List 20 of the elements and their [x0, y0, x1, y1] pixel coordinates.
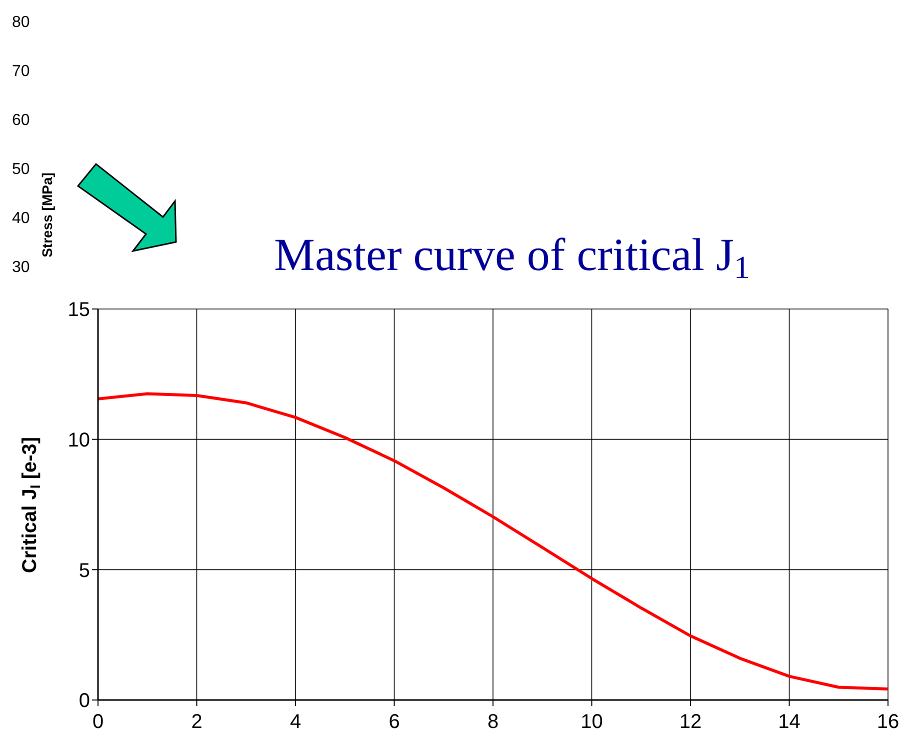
x-tick-label: 14 [778, 711, 800, 734]
x-tick-label: 16 [876, 711, 900, 734]
text: 80 [12, 14, 30, 30]
y-tick-label: 10 [68, 429, 90, 452]
text: 30 [12, 258, 30, 276]
text: 60 [12, 112, 30, 128]
x-tick-label: 2 [191, 711, 202, 734]
x-tick-label: 10 [580, 711, 603, 734]
text: 40 [12, 210, 30, 226]
y-tick-label: 5 [78, 560, 90, 582]
text: 50 [12, 160, 30, 178]
x-tick-label: 8 [487, 711, 499, 734]
x-tick-label: 12 [679, 711, 702, 734]
text: Stress [MPa] [39, 172, 55, 258]
chart-title: Master curve of critical J$_{1}$ [274, 229, 750, 285]
y-tick-label: 15 [68, 299, 90, 322]
x-tick-label: 4 [290, 711, 302, 734]
x-tick-label: 6 [388, 711, 400, 734]
y-tick-label: 0 [78, 690, 90, 712]
text: 70 [12, 62, 30, 80]
